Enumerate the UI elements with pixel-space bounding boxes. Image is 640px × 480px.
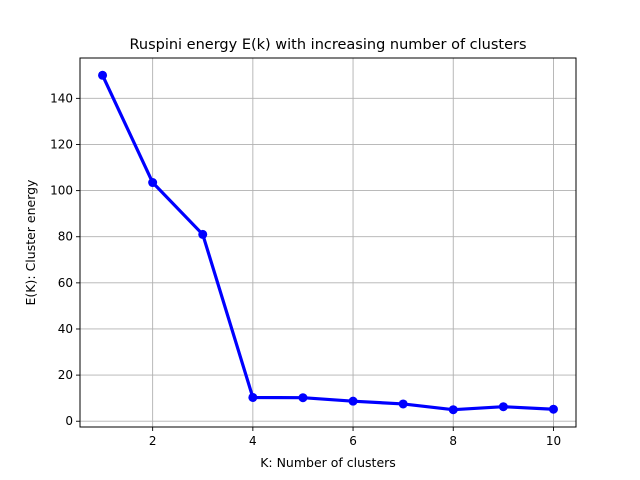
y-tick-label: 0 bbox=[65, 414, 73, 428]
data-point bbox=[498, 402, 508, 412]
plot-frame bbox=[79, 57, 577, 428]
data-point bbox=[98, 70, 108, 80]
y-tick-label: 120 bbox=[50, 137, 73, 151]
x-axis-label: K: Number of clusters bbox=[260, 455, 396, 470]
x-tick-label: 6 bbox=[349, 434, 357, 448]
data-point bbox=[398, 399, 408, 409]
y-tick-label: 100 bbox=[50, 184, 73, 198]
data-point bbox=[248, 392, 258, 402]
y-tick-label: 60 bbox=[58, 276, 73, 290]
data-point bbox=[548, 404, 558, 414]
series-line bbox=[100, 73, 556, 412]
grid bbox=[80, 58, 576, 427]
x-tick-label: 8 bbox=[449, 434, 457, 448]
data-series bbox=[98, 70, 558, 415]
x-tick-label: 10 bbox=[546, 434, 561, 448]
y-axis-label: E(K): Cluster energy bbox=[23, 179, 38, 306]
data-point bbox=[198, 229, 208, 239]
chart-title: Ruspini energy E(k) with increasing numb… bbox=[129, 37, 526, 53]
y-tick-label: 80 bbox=[58, 230, 73, 244]
x-axis: 2 4 6 8 10 bbox=[149, 427, 561, 448]
data-point bbox=[448, 405, 458, 415]
y-tick-label: 20 bbox=[58, 368, 73, 382]
y-axis: 0 20 40 60 80 100 120 140 bbox=[50, 91, 80, 428]
data-point bbox=[148, 178, 158, 188]
data-point bbox=[298, 393, 308, 403]
y-tick-label: 140 bbox=[50, 91, 73, 105]
data-point bbox=[348, 396, 358, 406]
y-tick-label: 40 bbox=[58, 322, 73, 336]
x-tick-label: 4 bbox=[249, 434, 257, 448]
x-tick-label: 2 bbox=[149, 434, 157, 448]
